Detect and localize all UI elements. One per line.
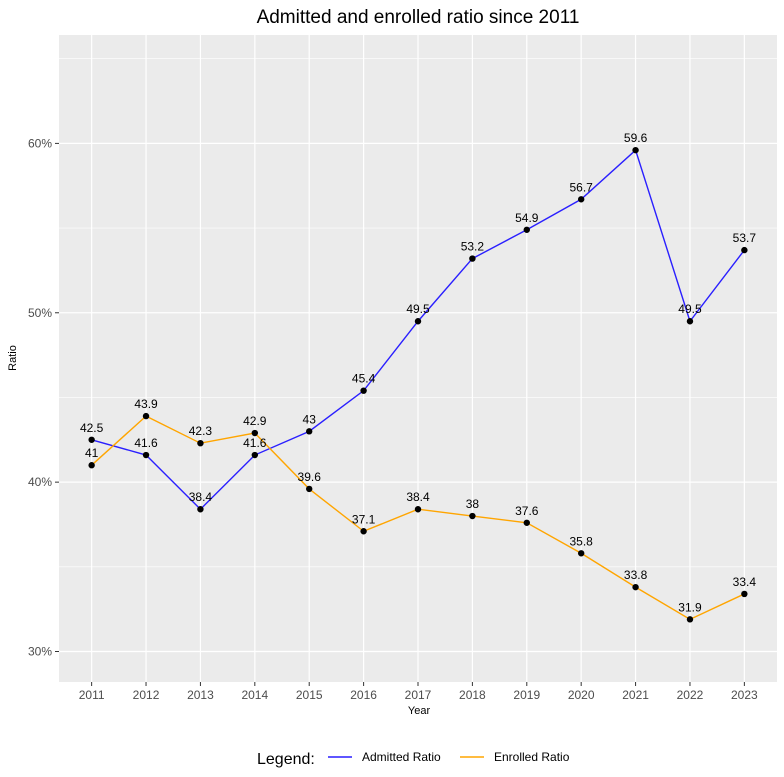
x-tick-label: 2014 bbox=[241, 688, 268, 702]
data-point-enrolled bbox=[686, 616, 694, 623]
x-axis: 2011 2012 2013 2014 2015 2016 2017 2018 2019 2020… bbox=[79, 682, 758, 702]
data-label-enrolled: 35.8 bbox=[570, 534, 594, 548]
data-point-enrolled bbox=[142, 412, 150, 420]
data-label-enrolled: 37.6 bbox=[515, 504, 539, 518]
y-tick-label: 50% bbox=[28, 306, 52, 320]
data-label-enrolled: 42.9 bbox=[243, 414, 267, 428]
data-point-admitted bbox=[414, 318, 422, 325]
data-point-admitted bbox=[88, 436, 95, 443]
y-axis-title: Ratio bbox=[7, 345, 19, 371]
y-tick-label: 30% bbox=[28, 645, 52, 659]
data-label-enrolled: 42.3 bbox=[189, 424, 213, 438]
data-label-enrolled: 31.9 bbox=[678, 600, 702, 614]
data-label-admitted: 49.5 bbox=[678, 302, 702, 316]
data-point-enrolled bbox=[632, 583, 639, 591]
data-points bbox=[88, 146, 748, 623]
x-tick-label: 2011 bbox=[79, 688, 105, 702]
data-label-admitted: 38.4 bbox=[189, 490, 213, 504]
x-tick-label: 2012 bbox=[133, 688, 160, 702]
data-point-enrolled bbox=[88, 462, 95, 469]
data-label-enrolled: 38.4 bbox=[406, 490, 430, 504]
data-point-enrolled bbox=[306, 485, 313, 493]
data-point-enrolled bbox=[414, 506, 422, 513]
x-tick-label: 2016 bbox=[350, 688, 377, 702]
data-label-admitted: 43 bbox=[303, 412, 317, 426]
data-point-admitted bbox=[251, 451, 259, 459]
chart-title: Admitted and enrolled ratio since 2011 bbox=[257, 7, 580, 28]
data-point-admitted bbox=[632, 146, 639, 154]
y-axis: 30% 40% 50% 60% bbox=[28, 136, 59, 659]
x-tick-label: 2018 bbox=[459, 688, 486, 702]
legend-title: Legend: bbox=[257, 751, 315, 768]
data-point-enrolled bbox=[469, 512, 476, 520]
data-point-admitted bbox=[523, 226, 530, 233]
x-tick-label: 2015 bbox=[296, 688, 323, 702]
data-label-enrolled: 37.1 bbox=[352, 512, 376, 526]
data-label-enrolled: 33.4 bbox=[733, 575, 757, 589]
data-label-enrolled: 43.9 bbox=[134, 397, 158, 411]
x-tick-label: 2019 bbox=[513, 688, 540, 702]
grid-major bbox=[59, 35, 777, 682]
data-label-admitted: 59.6 bbox=[624, 131, 648, 145]
data-point-admitted bbox=[469, 255, 476, 262]
x-axis-title: Year bbox=[408, 705, 431, 717]
data-point-admitted bbox=[197, 506, 204, 513]
legend-label-admitted: Admitted Ratio bbox=[362, 750, 441, 764]
data-label-admitted: 49.5 bbox=[406, 302, 430, 316]
x-tick-label: 2021 bbox=[622, 688, 649, 702]
legend-label-enrolled: Enrolled Ratio bbox=[494, 750, 570, 764]
data-labels: 42.5 41.6 38.4 41.6 43 45.4 49.5 53.2 54.9 56.7 59… bbox=[80, 131, 756, 614]
x-tick-label: 2013 bbox=[187, 688, 214, 702]
data-point-enrolled bbox=[577, 550, 585, 557]
x-tick-label: 2022 bbox=[677, 688, 704, 702]
data-label-enrolled: 38 bbox=[466, 497, 480, 511]
data-label-admitted: 41.6 bbox=[134, 436, 158, 450]
data-label-admitted: 53.2 bbox=[461, 240, 485, 254]
data-point-enrolled bbox=[197, 439, 204, 447]
data-label-admitted: 41.6 bbox=[243, 436, 267, 450]
data-point-enrolled bbox=[523, 519, 530, 526]
data-point-admitted bbox=[577, 196, 585, 203]
data-point-admitted bbox=[360, 387, 367, 394]
data-label-admitted: 42.5 bbox=[80, 421, 104, 435]
y-tick-label: 40% bbox=[28, 475, 52, 489]
data-label-admitted: 54.9 bbox=[515, 211, 539, 225]
data-point-admitted bbox=[686, 318, 694, 325]
data-label-enrolled: 41 bbox=[85, 446, 99, 460]
data-label-enrolled: 39.6 bbox=[298, 470, 322, 484]
data-point-enrolled bbox=[251, 429, 259, 437]
data-point-enrolled bbox=[741, 590, 748, 598]
data-label-admitted: 53.7 bbox=[733, 231, 757, 245]
data-point-enrolled bbox=[360, 528, 367, 535]
data-label-admitted: 56.7 bbox=[570, 180, 594, 194]
data-point-admitted bbox=[306, 428, 313, 435]
data-label-enrolled: 33.8 bbox=[624, 568, 648, 582]
data-point-admitted bbox=[741, 246, 748, 254]
data-label-admitted: 45.4 bbox=[352, 372, 376, 386]
y-tick-label: 60% bbox=[28, 136, 52, 150]
x-tick-label: 2020 bbox=[568, 688, 595, 702]
data-point-admitted bbox=[142, 451, 150, 459]
legend: Legend: Admitted Ratio Enrolled Ratio bbox=[257, 750, 570, 768]
x-tick-label: 2017 bbox=[405, 688, 432, 702]
x-tick-label: 2023 bbox=[731, 688, 758, 702]
